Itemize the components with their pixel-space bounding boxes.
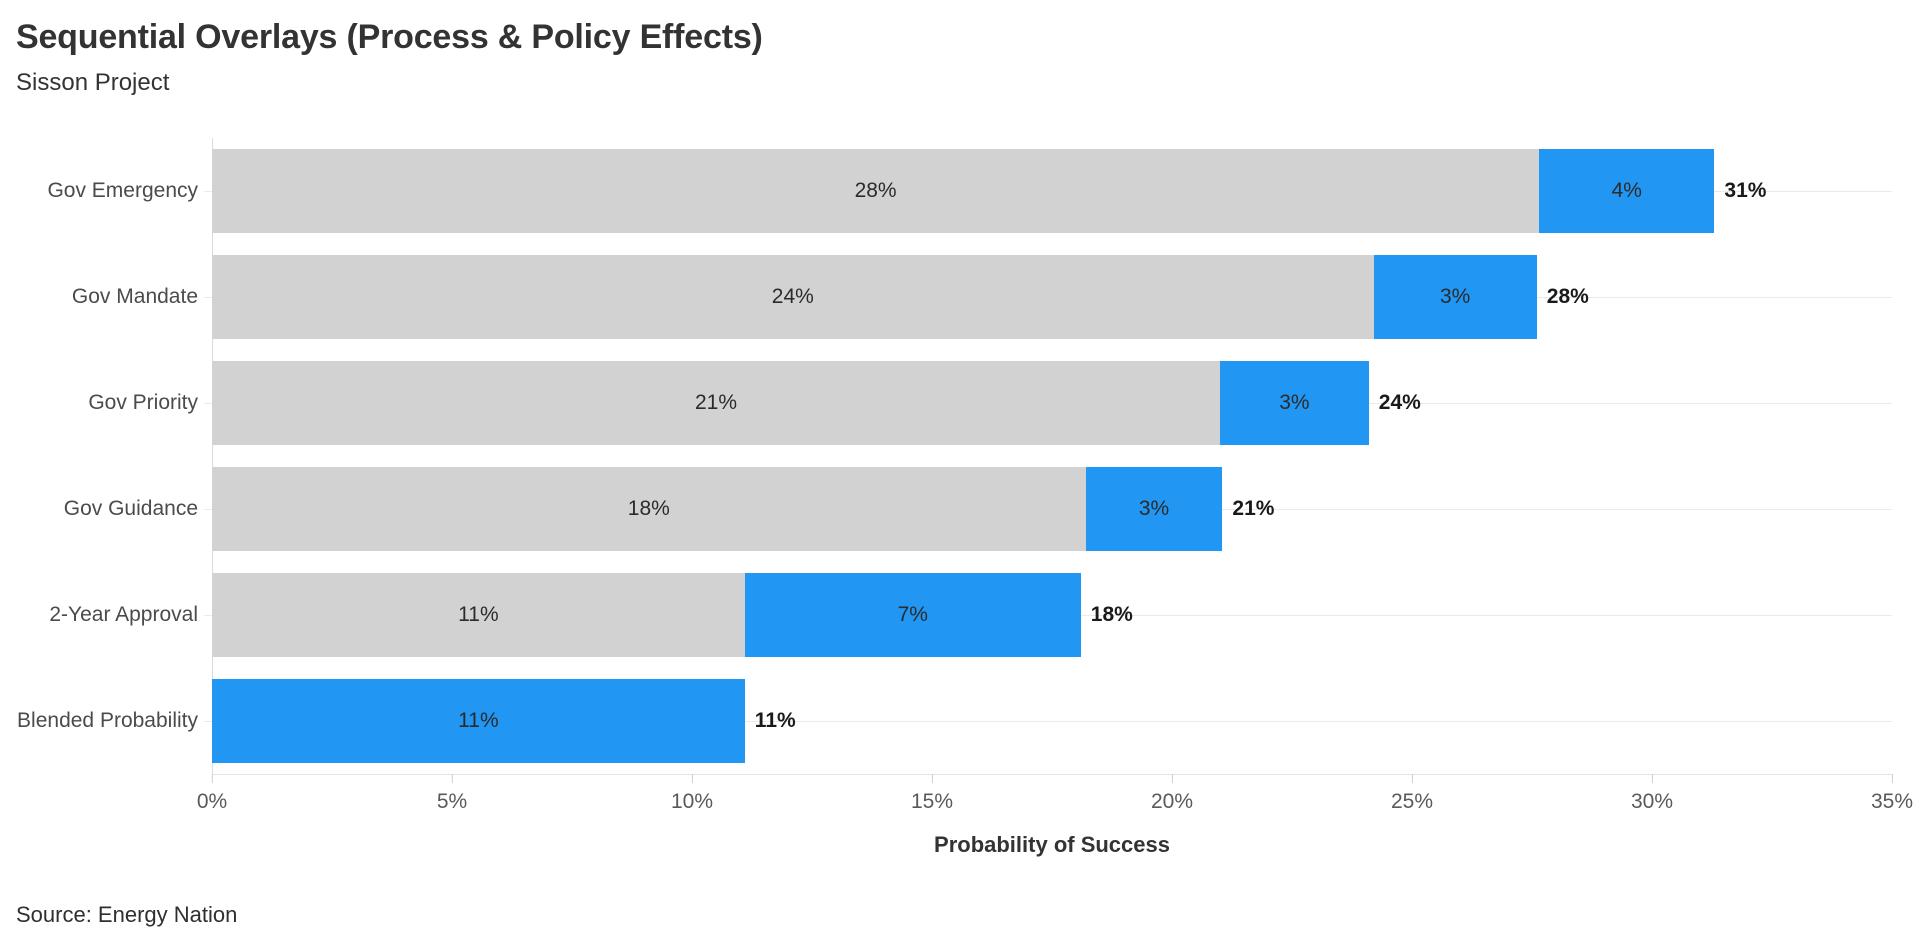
x-axis-tick: 10% bbox=[671, 774, 713, 814]
bar-overlay-segment: 11% bbox=[212, 679, 745, 763]
chart-row: 2-Year Approval 11% 7% 18% bbox=[16, 562, 1892, 668]
bar-base-value-label: 24% bbox=[771, 285, 814, 308]
bar-base-value-label: 18% bbox=[627, 497, 670, 520]
chart-row: Gov Emergency 28% 4% 31% bbox=[16, 138, 1892, 244]
bar-base-segment: 11% bbox=[212, 573, 745, 657]
tick-mark bbox=[1171, 774, 1173, 783]
x-axis-tick: 20% bbox=[1151, 774, 1193, 814]
chart-row: Gov Guidance 18% 3% 21% bbox=[16, 456, 1892, 562]
x-axis-tick: 35% bbox=[1871, 774, 1913, 814]
chart-title: Sequential Overlays (Process & Policy Ef… bbox=[16, 18, 763, 56]
bar-overlay-segment: 3% bbox=[1373, 255, 1537, 339]
bar-base-value-label: 11% bbox=[458, 603, 499, 626]
bar-base-segment: 18% bbox=[212, 467, 1086, 551]
tick-label: 10% bbox=[670, 790, 714, 813]
chart-row: Gov Mandate 24% 3% 28% bbox=[16, 244, 1892, 350]
tick-label: 5% bbox=[436, 790, 468, 813]
tick-mark bbox=[451, 774, 453, 783]
bar-overlay-segment: 3% bbox=[1220, 361, 1369, 445]
chart-subtitle: Sisson Project bbox=[16, 69, 170, 96]
bar-total-label: 21% bbox=[1232, 497, 1275, 520]
tick-label: 25% bbox=[1390, 790, 1434, 813]
category-label: 2-Year Approval bbox=[49, 603, 198, 626]
bar-overlay-value-label: 11% bbox=[458, 709, 499, 732]
bar-overlay-value-label: 3% bbox=[1138, 497, 1170, 520]
tick-label: 0% bbox=[196, 790, 228, 813]
chart-footer: Source: Energy Nation bbox=[0, 902, 1920, 928]
bar-base-segment: 28% bbox=[212, 149, 1540, 233]
bar-total-label: 11% bbox=[754, 709, 796, 732]
bar-track: 11% 7% 18% bbox=[204, 562, 1892, 668]
x-axis-tick: 5% bbox=[437, 774, 467, 814]
row-gridline bbox=[204, 721, 1892, 722]
x-axis-tick: 25% bbox=[1391, 774, 1433, 814]
x-axis-title: Probability of Success bbox=[934, 832, 1170, 857]
tick-mark bbox=[931, 774, 933, 783]
x-axis: 0% 5% 10% 15% 20% 25% 30% 35% bbox=[197, 774, 1913, 824]
bar-track: 28% 4% 31% bbox=[204, 138, 1892, 244]
bar-track: 24% 3% 28% bbox=[204, 244, 1892, 350]
tick-mark bbox=[211, 774, 213, 783]
chart-header: Sequential Overlays (Process & Policy Ef… bbox=[0, 0, 1920, 98]
bar-total-label: 24% bbox=[1378, 391, 1421, 414]
bar-base-segment: 24% bbox=[212, 255, 1374, 339]
bar-base-value-label: 28% bbox=[854, 179, 897, 202]
bar-track: 11% 11% bbox=[204, 668, 1892, 774]
chart-row: Blended Probability 11% 11% bbox=[16, 668, 1892, 774]
bar-track: 18% 3% 21% bbox=[204, 456, 1892, 562]
bar-total-label: 31% bbox=[1724, 179, 1767, 202]
bar-overlay-value-label: 7% bbox=[897, 603, 928, 626]
tick-mark bbox=[691, 774, 693, 783]
x-axis-line bbox=[212, 774, 1892, 775]
tick-mark bbox=[1891, 774, 1893, 783]
category-label: Gov Priority bbox=[88, 391, 198, 414]
x-axis-tick: 30% bbox=[1631, 774, 1673, 814]
tick-label: 20% bbox=[1150, 790, 1194, 813]
tick-mark bbox=[1651, 774, 1653, 783]
bar-total-label: 18% bbox=[1090, 603, 1133, 626]
y-axis-line bbox=[212, 138, 213, 774]
tick-label: 15% bbox=[910, 790, 954, 813]
chart-row: Gov Priority 21% 3% 24% bbox=[16, 350, 1892, 456]
x-axis-tick: 0% bbox=[197, 774, 227, 814]
bar-total-label: 28% bbox=[1546, 285, 1589, 308]
bar-overlay-value-label: 4% bbox=[1611, 179, 1642, 202]
source-note: Source: Energy Nation bbox=[16, 902, 238, 927]
category-label: Gov Mandate bbox=[71, 285, 198, 308]
category-label: Gov Emergency bbox=[47, 179, 198, 202]
bar-overlay-segment: 4% bbox=[1539, 149, 1715, 233]
bar-base-segment: 21% bbox=[212, 361, 1220, 445]
category-label: Blended Probability bbox=[17, 709, 198, 732]
bar-overlay-value-label: 3% bbox=[1440, 285, 1471, 308]
tick-label: 30% bbox=[1630, 790, 1674, 813]
tick-mark bbox=[1411, 774, 1413, 783]
bar-overlay-value-label: 3% bbox=[1279, 391, 1310, 414]
chart: Gov Emergency 28% 4% 31% Gov Mandate 24% 3% 28%… bbox=[0, 138, 1920, 858]
bar-overlay-segment: 7% bbox=[744, 573, 1081, 657]
x-axis-tick: 15% bbox=[911, 774, 953, 814]
plot-area: Gov Emergency 28% 4% 31% Gov Mandate 24% 3% 28%… bbox=[16, 138, 1892, 774]
tick-label: 35% bbox=[1870, 790, 1914, 813]
category-label: Gov Guidance bbox=[63, 497, 198, 520]
bar-track: 21% 3% 24% bbox=[204, 350, 1892, 456]
bar-overlay-segment: 3% bbox=[1085, 467, 1223, 551]
bar-base-value-label: 21% bbox=[694, 391, 738, 414]
